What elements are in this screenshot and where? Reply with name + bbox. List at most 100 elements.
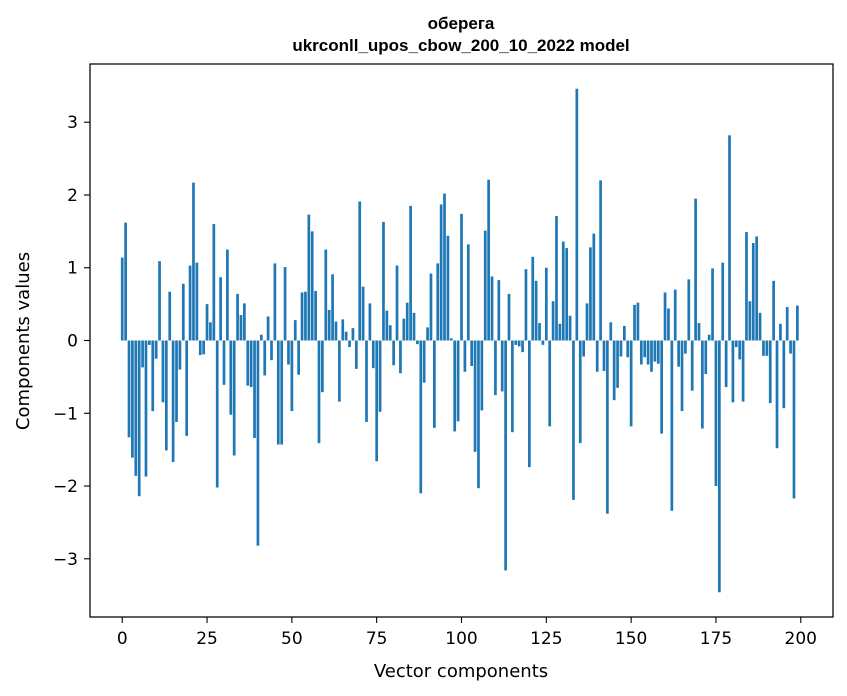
bar	[439, 204, 443, 341]
bar	[487, 179, 490, 341]
bar	[368, 303, 372, 341]
bar	[572, 340, 575, 500]
x-tick-label: 200	[785, 629, 817, 649]
bar	[473, 340, 477, 452]
x-axis-label: Vector components	[374, 661, 548, 682]
x-tick-label: 50	[281, 629, 303, 649]
bar	[365, 340, 368, 422]
bar	[253, 340, 256, 438]
bar	[215, 340, 219, 488]
bar	[568, 315, 572, 341]
bar	[704, 340, 708, 374]
bar	[219, 277, 222, 341]
bar	[324, 249, 328, 341]
bar	[249, 340, 253, 388]
bar	[416, 340, 419, 345]
bar	[334, 321, 338, 341]
x-tick-label: 0	[117, 629, 128, 649]
bar	[266, 316, 270, 341]
bar	[734, 340, 738, 348]
bar	[290, 340, 294, 412]
bar	[124, 222, 127, 341]
bar	[589, 247, 592, 341]
bar	[748, 301, 752, 341]
bar	[521, 340, 524, 353]
bar	[650, 340, 653, 372]
bar	[551, 301, 555, 341]
y-tick-label: −2	[53, 477, 78, 497]
bar	[762, 340, 765, 356]
bar	[639, 340, 643, 365]
plot-frame	[89, 63, 834, 618]
bar	[701, 340, 704, 429]
bar	[243, 303, 246, 341]
bar	[283, 267, 287, 341]
y-tick-label: −1	[53, 404, 78, 424]
bar	[192, 182, 195, 341]
x-tick-label: 175	[700, 629, 732, 649]
bar	[293, 320, 297, 341]
x-tick-label: 125	[530, 629, 562, 649]
bar	[304, 291, 307, 341]
bar	[399, 340, 402, 374]
bar	[270, 340, 273, 361]
bar	[477, 340, 480, 489]
bar	[782, 340, 786, 409]
bar	[789, 340, 792, 354]
bar	[622, 325, 626, 341]
bar	[226, 249, 229, 341]
bar	[721, 262, 725, 341]
bar	[127, 340, 131, 438]
bar	[480, 340, 484, 411]
bar	[307, 214, 311, 341]
bar	[449, 338, 453, 341]
bar	[466, 244, 470, 341]
bar	[392, 340, 395, 366]
bar	[405, 302, 409, 341]
bar	[592, 233, 596, 341]
bar	[158, 261, 161, 341]
bar	[497, 280, 501, 341]
y-tick-label: 2	[67, 186, 78, 206]
bar	[171, 340, 175, 463]
bar	[582, 340, 585, 357]
bar	[724, 340, 728, 388]
bar	[229, 340, 233, 415]
bar	[758, 312, 762, 341]
bar	[575, 88, 579, 341]
bar	[470, 340, 474, 366]
bar	[507, 293, 511, 341]
bar	[660, 340, 664, 434]
bar	[609, 322, 613, 341]
bar	[504, 340, 507, 571]
bar	[714, 340, 718, 487]
bar	[178, 340, 182, 370]
bar	[354, 340, 358, 369]
bar	[680, 340, 684, 412]
bar	[460, 213, 463, 341]
y-axis-ticks: −3 −2 −1 0 1 2 3	[53, 113, 90, 570]
bar	[273, 263, 277, 341]
bar	[606, 340, 609, 514]
bar	[181, 283, 185, 341]
bar	[463, 340, 467, 372]
bar	[371, 340, 375, 369]
bar	[263, 340, 267, 376]
bar	[436, 263, 440, 341]
bar	[690, 340, 694, 391]
bar	[684, 340, 687, 354]
chart-subtitle: ukrconll_upos_cbow_200_10_2022 model	[292, 36, 629, 55]
bar	[528, 340, 531, 468]
bar	[297, 340, 300, 375]
bar	[772, 280, 775, 341]
x-tick-label: 25	[196, 629, 218, 649]
bar	[558, 323, 562, 341]
bar	[351, 328, 355, 341]
bar	[663, 292, 667, 341]
y-axis-label: Components values	[13, 252, 34, 430]
bar	[256, 340, 260, 546]
bar	[412, 312, 416, 341]
bar	[433, 340, 436, 428]
bar	[667, 308, 670, 341]
bar	[164, 340, 168, 451]
